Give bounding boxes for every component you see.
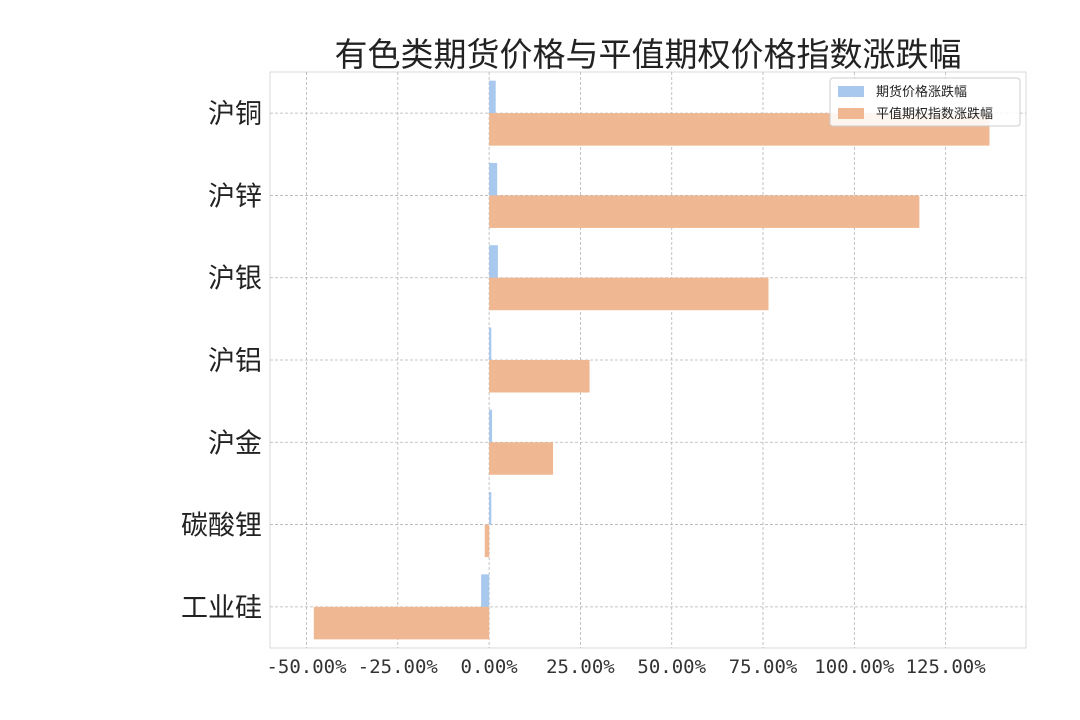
bar-futures: [489, 409, 493, 443]
bar-options: [489, 277, 769, 311]
chart-title: 有色类期货价格与平值期权价格指数涨跌幅: [335, 35, 962, 74]
legend-swatch-futures: [838, 86, 864, 97]
y-category-label: 沪金: [208, 428, 262, 459]
y-category-label: 沪铝: [208, 346, 262, 377]
bar-options: [484, 524, 490, 558]
bar-futures: [489, 80, 496, 114]
legend: 期货价格涨跌幅 平值期权指数涨跌幅: [829, 77, 1021, 127]
bar-futures: [481, 574, 490, 607]
bar-options: [489, 195, 920, 228]
legend-swatch-options: [838, 108, 864, 119]
x-axis-ticks: -50.00% -25.00% 0.00% 25.00% 50.00% 75.00% 100…: [266, 656, 986, 678]
bar-options: [489, 442, 554, 475]
bar-options: [489, 360, 590, 393]
bar-options: [313, 606, 490, 640]
x-tick-label: 125.00%: [906, 656, 987, 678]
x-tick-label: -50.00%: [266, 656, 347, 678]
y-category-label: 沪银: [208, 264, 262, 295]
x-tick-label: 100.00%: [814, 656, 895, 678]
x-tick-label: 25.00%: [546, 656, 615, 678]
x-tick-label: -25.00%: [358, 656, 439, 678]
x-tick-label: 50.00%: [637, 656, 706, 678]
y-category-label: 碳酸锂: [181, 511, 262, 542]
legend-label-options: 平值期权指数涨跌幅: [876, 106, 993, 122]
y-category-label: 工业硅: [181, 593, 262, 624]
bar-futures: [489, 245, 498, 278]
legend-box: [829, 77, 1021, 127]
bar-futures: [489, 492, 492, 525]
x-tick-label: 75.00%: [729, 656, 798, 678]
y-category-label: 沪锌: [208, 181, 262, 212]
y-category-label: 沪铜: [208, 99, 262, 130]
legend-label-futures: 期货价格涨跌幅: [876, 84, 967, 100]
x-tick-label: 0.00%: [461, 656, 519, 678]
bar-futures: [489, 327, 492, 360]
bar-futures: [489, 162, 498, 196]
